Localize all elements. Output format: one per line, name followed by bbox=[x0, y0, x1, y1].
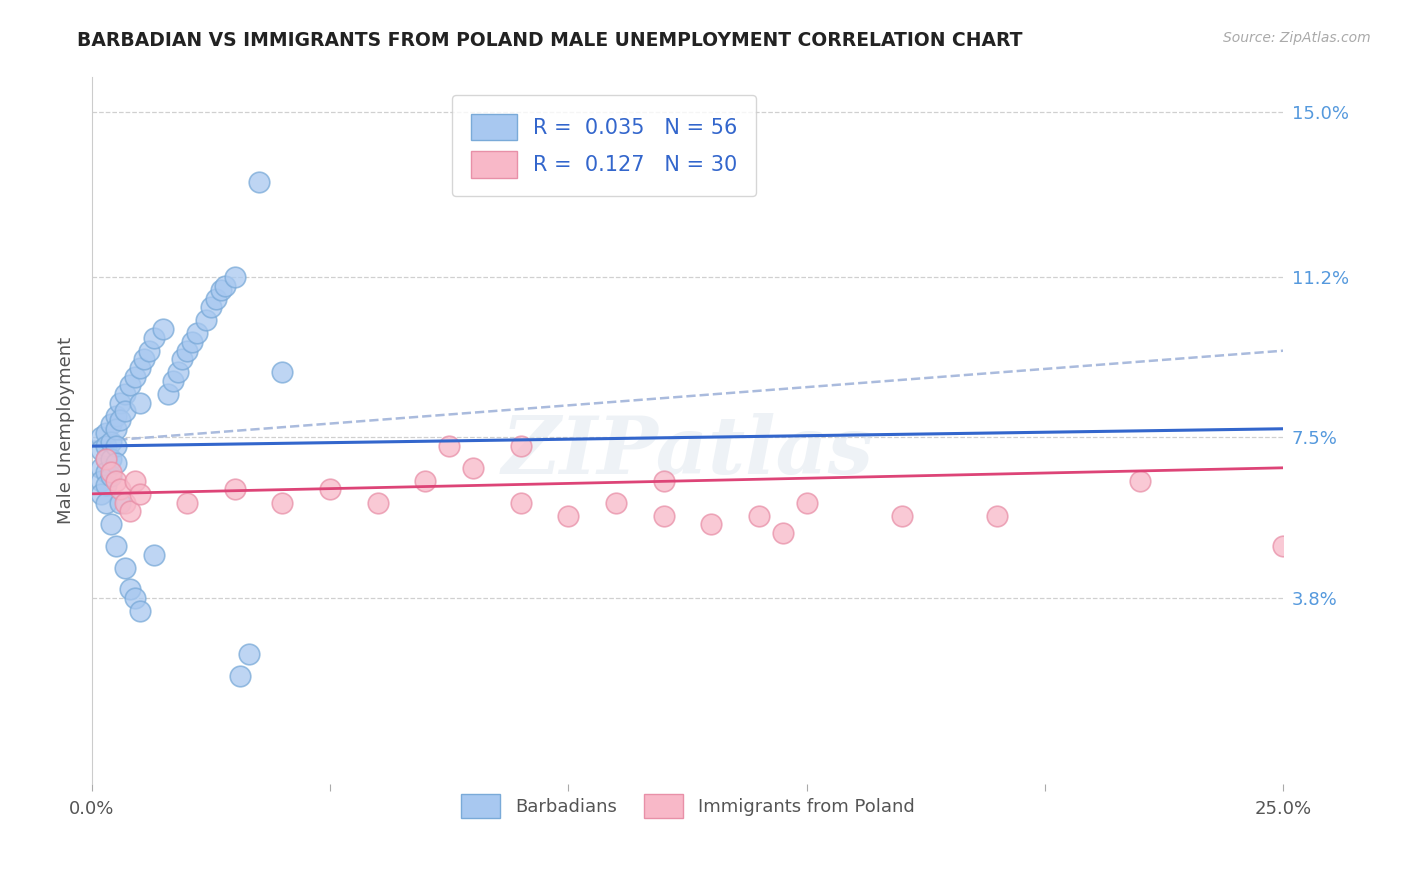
Point bbox=[90, 443, 112, 458]
Point bbox=[891, 508, 914, 523]
Point bbox=[128, 604, 150, 618]
Point bbox=[114, 404, 136, 418]
Point bbox=[104, 422, 127, 436]
Point bbox=[94, 495, 117, 509]
Point bbox=[104, 457, 127, 471]
Point bbox=[367, 495, 389, 509]
Point bbox=[557, 508, 579, 523]
Point bbox=[124, 591, 146, 605]
Point bbox=[100, 517, 122, 532]
Point bbox=[104, 539, 127, 553]
Point bbox=[166, 365, 188, 379]
Point bbox=[186, 326, 208, 341]
Point bbox=[200, 301, 222, 315]
Point bbox=[124, 474, 146, 488]
Point bbox=[104, 439, 127, 453]
Point bbox=[271, 495, 294, 509]
Point bbox=[94, 439, 117, 453]
Point bbox=[90, 474, 112, 488]
Point bbox=[104, 409, 127, 423]
Point bbox=[271, 365, 294, 379]
Point bbox=[94, 478, 117, 492]
Point bbox=[114, 387, 136, 401]
Point bbox=[94, 452, 117, 467]
Point bbox=[100, 417, 122, 432]
Point bbox=[128, 487, 150, 501]
Point bbox=[224, 269, 246, 284]
Point bbox=[104, 474, 127, 488]
Point bbox=[172, 352, 194, 367]
Point bbox=[796, 495, 818, 509]
Point bbox=[181, 334, 204, 349]
Point bbox=[110, 495, 132, 509]
Point bbox=[94, 426, 117, 441]
Point bbox=[90, 460, 112, 475]
Point bbox=[238, 648, 260, 662]
Point bbox=[247, 175, 270, 189]
Point bbox=[1129, 474, 1152, 488]
Point bbox=[110, 396, 132, 410]
Point bbox=[152, 322, 174, 336]
Point bbox=[100, 465, 122, 479]
Point bbox=[90, 487, 112, 501]
Point bbox=[100, 469, 122, 483]
Point bbox=[652, 474, 675, 488]
Point bbox=[94, 465, 117, 479]
Point bbox=[118, 582, 141, 597]
Point bbox=[118, 504, 141, 518]
Point bbox=[157, 387, 180, 401]
Point bbox=[142, 548, 165, 562]
Point bbox=[509, 495, 531, 509]
Point bbox=[439, 439, 461, 453]
Point bbox=[319, 483, 342, 497]
Point bbox=[652, 508, 675, 523]
Point bbox=[100, 434, 122, 449]
Text: Source: ZipAtlas.com: Source: ZipAtlas.com bbox=[1223, 31, 1371, 45]
Point bbox=[463, 460, 485, 475]
Point bbox=[224, 483, 246, 497]
Point bbox=[100, 452, 122, 467]
Point bbox=[110, 483, 132, 497]
Point bbox=[94, 452, 117, 467]
Point bbox=[134, 352, 156, 367]
Point bbox=[1272, 539, 1295, 553]
Point bbox=[162, 374, 184, 388]
Point bbox=[138, 343, 160, 358]
Point bbox=[176, 495, 198, 509]
Point bbox=[415, 474, 437, 488]
Point bbox=[128, 361, 150, 376]
Point bbox=[110, 413, 132, 427]
Point bbox=[176, 343, 198, 358]
Point bbox=[772, 525, 794, 540]
Point bbox=[209, 283, 232, 297]
Text: BARBADIAN VS IMMIGRANTS FROM POLAND MALE UNEMPLOYMENT CORRELATION CHART: BARBADIAN VS IMMIGRANTS FROM POLAND MALE… bbox=[77, 31, 1022, 50]
Text: ZIPatlas: ZIPatlas bbox=[502, 413, 873, 491]
Point bbox=[986, 508, 1008, 523]
Point bbox=[509, 439, 531, 453]
Point bbox=[214, 278, 236, 293]
Point bbox=[204, 292, 226, 306]
Point bbox=[128, 396, 150, 410]
Point bbox=[114, 495, 136, 509]
Point bbox=[118, 378, 141, 392]
Point bbox=[700, 517, 723, 532]
Legend: Barbadians, Immigrants from Poland: Barbadians, Immigrants from Poland bbox=[453, 788, 922, 825]
Y-axis label: Male Unemployment: Male Unemployment bbox=[58, 337, 75, 524]
Point bbox=[605, 495, 627, 509]
Point bbox=[124, 369, 146, 384]
Point bbox=[748, 508, 770, 523]
Point bbox=[142, 331, 165, 345]
Point bbox=[114, 560, 136, 574]
Point bbox=[195, 313, 218, 327]
Point bbox=[228, 669, 250, 683]
Point bbox=[90, 430, 112, 444]
